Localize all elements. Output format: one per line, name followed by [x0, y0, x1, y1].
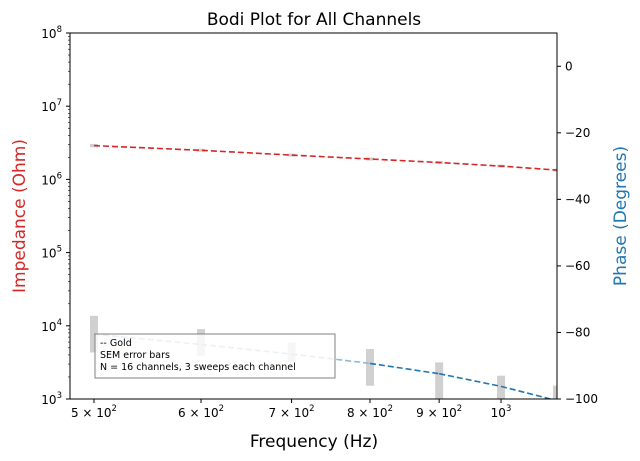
y-left-tick-label-1: 104	[41, 318, 62, 334]
y-right-tick-label-2: −40	[565, 192, 590, 206]
x-tick-label-2: 7 × 102	[269, 404, 315, 420]
phase-line-segment-5	[500, 385, 554, 399]
y-left-tick-label-3: 106	[41, 171, 62, 187]
phase-error-bar-4	[435, 362, 444, 399]
y-axis-right: 0 −20 −40 −60 −80 −100	[557, 59, 598, 406]
x-tick-label-0: 5 × 102	[71, 404, 117, 420]
chart-title: Bodi Plot for All Channels	[207, 10, 421, 30]
legend-box	[94, 333, 336, 379]
impedance-error-bar-0	[89, 143, 98, 148]
plot-frame	[69, 32, 558, 400]
legend-line-sem: SEM error bars	[100, 350, 170, 361]
phase-line-segment-3	[369, 362, 440, 375]
legend-line-n: N = 16 channels, 3 sweeps each channel	[100, 362, 296, 373]
y-right-tick-label-3: −60	[565, 259, 590, 273]
impedance-error-bar-3	[365, 157, 374, 161]
x-tick-label-4: 9 × 102	[416, 404, 462, 420]
x-tick-label-1: 6 × 102	[178, 404, 224, 420]
y-right-tick-label-1: −20	[565, 126, 590, 140]
y-axis-right-label: Phase (Degrees)	[611, 146, 631, 286]
y-left-tick-label-2: 105	[41, 245, 62, 261]
impedance-error-bar-1	[197, 148, 206, 152]
x-tick-label-5: 103	[491, 404, 512, 420]
phase-error-bar-0	[89, 315, 98, 353]
phase-error-bar-5	[497, 375, 506, 399]
y-left-tick-label-0: 103	[41, 391, 62, 407]
phase-error-bar-3	[365, 349, 374, 386]
impedance-error-bar-2	[287, 153, 296, 157]
y-right-tick-label-0: 0	[565, 59, 573, 73]
x-tick-label-3: 8 × 102	[347, 404, 393, 420]
phase-error-bar-6	[553, 385, 557, 399]
phase-line-segment-4	[438, 372, 502, 388]
y-right-tick-label-5: −100	[565, 392, 598, 406]
legend-line-gold: -- Gold	[100, 338, 132, 349]
y-axis-left-label: Impedance (Ohm)	[10, 139, 30, 293]
legend: -- Gold SEM error bars N = 16 channels, …	[94, 333, 336, 379]
x-axis: 5 × 102 6 × 102 7 × 102 8 × 102 9 × 102 103	[71, 399, 511, 420]
y-left-tick-label-5: 108	[41, 25, 62, 41]
x-axis-label: Frequency (Hz)	[250, 432, 378, 452]
y-axis-left: 103 104 105 106 107 108	[41, 25, 70, 407]
y-right-tick-label-4: −80	[565, 325, 590, 339]
y-left-tick-label-4: 107	[41, 98, 62, 114]
impedance-line	[93, 144, 557, 171]
